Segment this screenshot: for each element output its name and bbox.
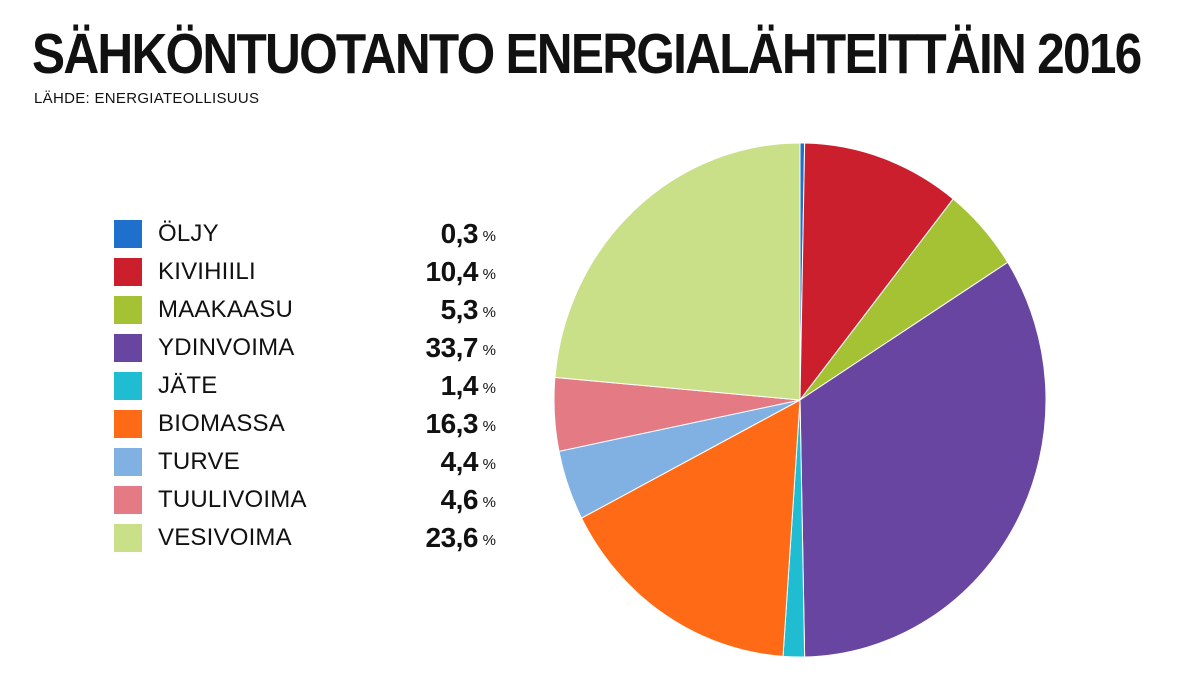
legend-unit: % [482, 456, 496, 473]
legend-value: 4,4 [440, 446, 479, 477]
legend-label: TURVE [158, 448, 240, 475]
legend-swatch [114, 448, 142, 476]
legend-item: YDINVOIMA 33,7% [114, 329, 498, 367]
legend-value: 10,4 [425, 256, 479, 287]
legend-label: JÄTE [158, 372, 218, 399]
legend-item: BIOMASSA 16,3% [114, 405, 498, 443]
legend-swatch [114, 524, 142, 552]
legend-label: KIVIHIILI [158, 258, 256, 285]
legend-unit: % [482, 494, 496, 511]
legend-item: JÄTE 1,4% [114, 367, 498, 405]
legend-unit: % [482, 418, 496, 435]
pie-chart [553, 142, 1047, 658]
legend-value: 23,6 [425, 522, 479, 553]
legend-unit: % [482, 266, 496, 283]
legend-unit: % [482, 304, 496, 321]
legend-item: TURVE 4,4% [114, 443, 498, 481]
legend-value: 33,7 [425, 332, 479, 363]
pie-slice-6 [580, 399, 801, 657]
pie-slice-2 [799, 142, 954, 402]
legend-unit: % [482, 532, 496, 549]
legend-value: 16,3 [425, 408, 479, 439]
legend-unit: % [482, 228, 496, 245]
legend-label: TUULIVOIMA [158, 486, 307, 513]
legend-item: TUULIVOIMA 4,6% [114, 481, 498, 519]
legend-label: BIOMASSA [158, 410, 285, 437]
legend-swatch [114, 334, 142, 362]
pie-slice-9 [554, 142, 801, 401]
legend-item: VESIVOIMA 23,6% [114, 519, 498, 557]
legend-swatch [114, 296, 142, 324]
legend-item: MAAKAASU 5,3% [114, 291, 498, 329]
legend-swatch [114, 258, 142, 286]
legend-swatch [114, 410, 142, 438]
legend-swatch [114, 486, 142, 514]
legend-label: YDINVOIMA [158, 334, 295, 361]
page-title: SÄHKÖNTUOTANTO ENERGIALÄHTEITTÄIN 2016 [32, 22, 1142, 86]
legend-value: 4,6 [440, 484, 479, 515]
legend-label: MAAKAASU [158, 296, 293, 323]
legend-swatch [114, 220, 142, 248]
legend-item: ÖLJY 0,3% [114, 215, 498, 253]
legend-value: 0,3 [440, 218, 479, 249]
legend-swatch [114, 372, 142, 400]
legend-label: VESIVOIMA [158, 524, 292, 551]
legend-label: ÖLJY [158, 220, 219, 247]
legend-unit: % [482, 342, 496, 359]
source-note: LÄHDE: ENERGIATEOLLISUUS [34, 90, 260, 107]
chart-legend: ÖLJY 0,3% KIVIHIILI 10,4% MAAKAASU 5,3% YDINVO… [114, 215, 498, 557]
legend-value: 5,3 [440, 294, 479, 325]
pie-slice-4 [799, 261, 1047, 658]
legend-unit: % [482, 380, 496, 397]
legend-value: 1,4 [440, 370, 479, 401]
legend-item: KIVIHIILI 10,4% [114, 253, 498, 291]
